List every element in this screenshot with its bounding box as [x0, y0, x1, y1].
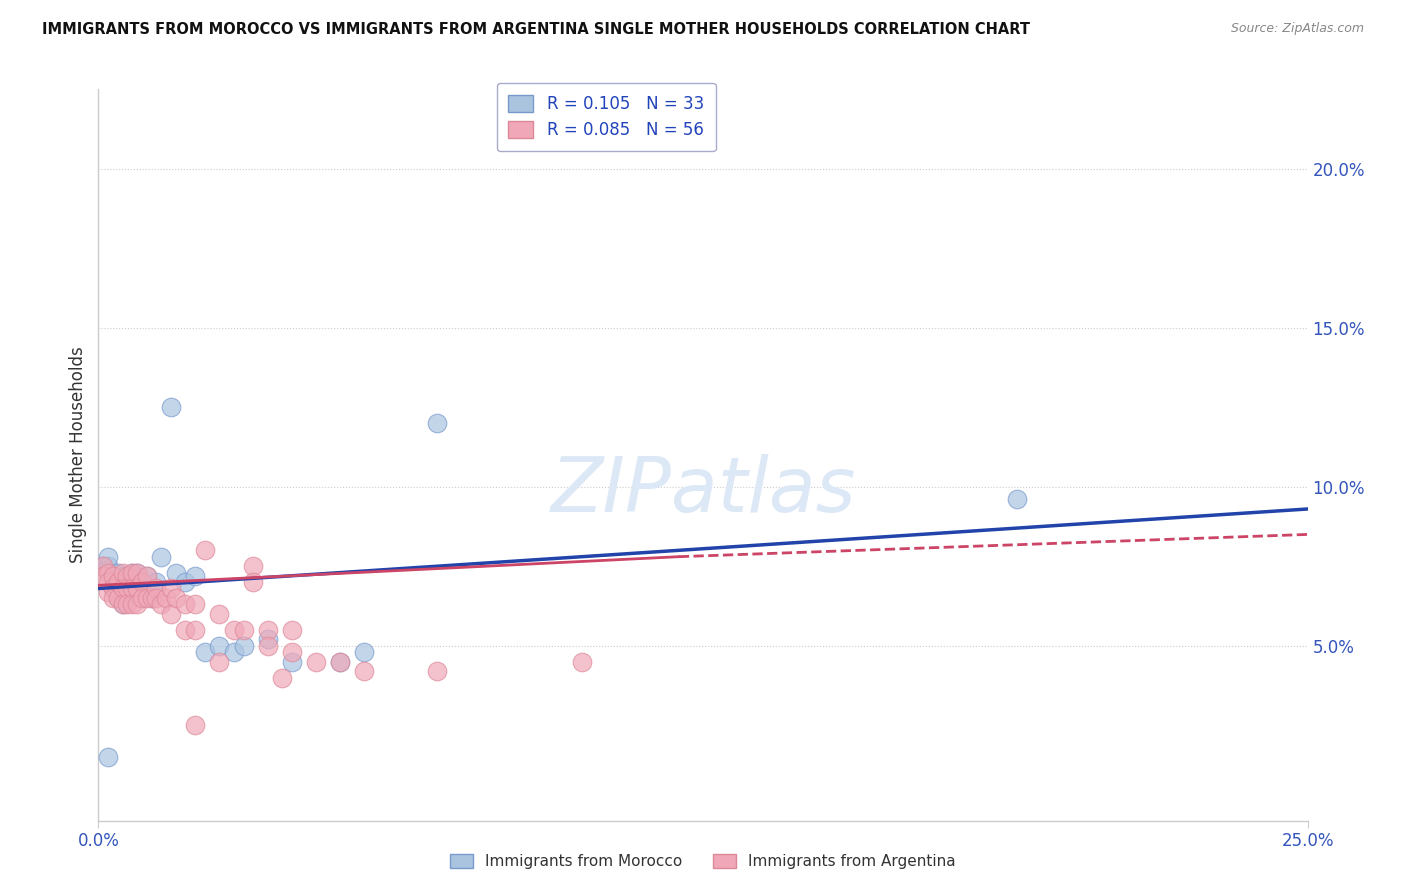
- Point: [91, 568, 114, 582]
- Point: [127, 582, 149, 596]
- Point: [242, 559, 264, 574]
- Point: [91, 559, 114, 574]
- Point: [232, 623, 254, 637]
- Point: [111, 598, 134, 612]
- Point: [121, 582, 143, 596]
- Point: [184, 623, 207, 637]
- Point: [111, 582, 134, 596]
- Point: [141, 591, 163, 605]
- Point: [184, 568, 207, 582]
- Point: [353, 664, 375, 678]
- Point: [145, 591, 167, 605]
- Point: [194, 645, 217, 659]
- Point: [107, 591, 129, 605]
- Point: [242, 575, 264, 590]
- Point: [1007, 492, 1029, 507]
- Point: [150, 598, 173, 612]
- Point: [101, 591, 124, 605]
- Point: [256, 639, 278, 653]
- Point: [165, 566, 187, 580]
- Point: [194, 543, 217, 558]
- Point: [97, 575, 120, 590]
- Point: [145, 582, 167, 596]
- Point: [208, 639, 231, 653]
- Point: [111, 582, 134, 596]
- Point: [117, 575, 139, 590]
- Point: [135, 568, 157, 582]
- Point: [329, 655, 352, 669]
- Point: [184, 718, 207, 732]
- Point: [426, 416, 449, 430]
- Point: [111, 598, 134, 612]
- Legend: Immigrants from Morocco, Immigrants from Argentina: Immigrants from Morocco, Immigrants from…: [444, 848, 962, 875]
- Text: IMMIGRANTS FROM MOROCCO VS IMMIGRANTS FROM ARGENTINA SINGLE MOTHER HOUSEHOLDS CO: IMMIGRANTS FROM MOROCCO VS IMMIGRANTS FR…: [42, 22, 1031, 37]
- Point: [281, 645, 304, 659]
- Point: [97, 559, 120, 574]
- Point: [117, 568, 139, 582]
- Point: [160, 582, 183, 596]
- Point: [271, 671, 294, 685]
- Point: [160, 607, 183, 621]
- Point: [208, 607, 231, 621]
- Point: [135, 568, 157, 582]
- Text: ZIPatlas: ZIPatlas: [550, 455, 856, 528]
- Point: [101, 568, 124, 582]
- Point: [174, 598, 197, 612]
- Point: [127, 566, 149, 580]
- Point: [111, 566, 134, 580]
- Point: [305, 655, 328, 669]
- Point: [256, 623, 278, 637]
- Point: [426, 664, 449, 678]
- Point: [150, 549, 173, 564]
- Point: [101, 582, 124, 596]
- Point: [281, 655, 304, 669]
- Point: [131, 575, 153, 590]
- Point: [141, 591, 163, 605]
- Point: [145, 575, 167, 590]
- Point: [131, 591, 153, 605]
- Point: [117, 598, 139, 612]
- Point: [101, 582, 124, 596]
- Point: [91, 559, 114, 574]
- Point: [222, 623, 245, 637]
- Point: [97, 566, 120, 580]
- Point: [281, 623, 304, 637]
- Point: [121, 598, 143, 612]
- Point: [121, 566, 143, 580]
- Point: [97, 584, 120, 599]
- Point: [165, 591, 187, 605]
- Point: [232, 639, 254, 653]
- Text: Source: ZipAtlas.com: Source: ZipAtlas.com: [1230, 22, 1364, 36]
- Point: [208, 655, 231, 669]
- Point: [256, 632, 278, 647]
- Point: [97, 750, 120, 764]
- Point: [111, 568, 134, 582]
- Point: [107, 575, 129, 590]
- Point: [117, 582, 139, 596]
- Point: [174, 575, 197, 590]
- Legend: R = 0.105   N = 33, R = 0.085   N = 56: R = 0.105 N = 33, R = 0.085 N = 56: [496, 83, 716, 151]
- Point: [107, 591, 129, 605]
- Point: [160, 401, 183, 415]
- Point: [222, 645, 245, 659]
- Point: [571, 655, 593, 669]
- Y-axis label: Single Mother Households: Single Mother Households: [69, 347, 87, 563]
- Point: [131, 575, 153, 590]
- Point: [127, 566, 149, 580]
- Point: [107, 566, 129, 580]
- Point: [135, 591, 157, 605]
- Point: [353, 645, 375, 659]
- Point: [97, 549, 120, 564]
- Point: [329, 655, 352, 669]
- Point: [184, 598, 207, 612]
- Point: [155, 591, 177, 605]
- Point: [127, 598, 149, 612]
- Point: [101, 568, 124, 582]
- Point: [121, 566, 143, 580]
- Point: [174, 623, 197, 637]
